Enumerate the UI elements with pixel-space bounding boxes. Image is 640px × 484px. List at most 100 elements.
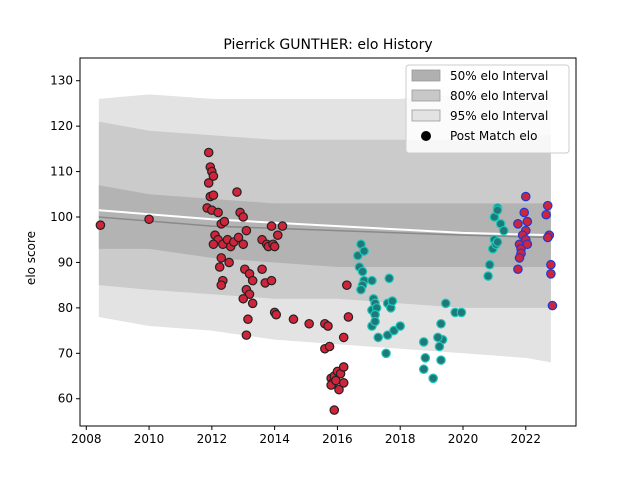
data-point: [500, 226, 508, 234]
data-point: [242, 331, 250, 339]
data-point: [305, 320, 313, 328]
data-point: [278, 222, 286, 230]
data-point: [239, 213, 247, 221]
data-point: [339, 379, 347, 387]
data-point: [205, 179, 213, 187]
legend-label: 50% elo Interval: [450, 69, 548, 83]
legend-swatch: [412, 70, 440, 81]
data-point: [244, 315, 252, 323]
data-point: [437, 356, 445, 364]
data-point: [209, 191, 217, 199]
y-tick-label: 100: [50, 210, 73, 224]
data-point: [360, 247, 368, 255]
legend: 50% elo Interval 80% elo Interval 95% elo …: [406, 65, 569, 153]
data-point: [96, 221, 104, 229]
data-point: [214, 208, 222, 216]
data-point: [344, 313, 352, 321]
y-axis-label: elo score: [24, 231, 38, 285]
y-tick-label: 60: [58, 392, 73, 406]
data-point: [289, 315, 297, 323]
x-tick-label: 2020: [448, 432, 479, 446]
data-point: [325, 342, 333, 350]
legend-label: Post Match elo: [450, 129, 537, 143]
data-point: [225, 258, 233, 266]
legend-swatch: [412, 90, 440, 101]
data-point: [544, 233, 552, 241]
data-point: [339, 363, 347, 371]
data-point: [457, 308, 465, 316]
x-tick-label: 2012: [197, 432, 228, 446]
data-point: [217, 281, 225, 289]
data-point: [248, 276, 256, 284]
data-point: [420, 365, 428, 373]
data-point: [258, 265, 266, 273]
data-point: [274, 231, 282, 239]
data-point: [343, 281, 351, 289]
data-point: [233, 188, 241, 196]
data-point: [368, 276, 376, 284]
data-point: [523, 217, 531, 225]
data-point: [239, 240, 247, 248]
data-point: [544, 201, 552, 209]
data-point: [542, 211, 550, 219]
data-point: [493, 206, 501, 214]
data-point: [239, 295, 247, 303]
data-point: [385, 274, 393, 282]
data-point: [421, 354, 429, 362]
data-point: [205, 148, 213, 156]
y-tick-label: 70: [58, 346, 73, 360]
data-point: [522, 192, 530, 200]
data-point: [485, 261, 493, 269]
data-point: [396, 322, 404, 330]
data-point: [267, 222, 275, 230]
data-point: [215, 263, 223, 271]
data-point: [437, 320, 445, 328]
x-tick-label: 2016: [322, 432, 353, 446]
data-point: [514, 220, 522, 228]
data-point: [324, 322, 332, 330]
data-point: [388, 297, 396, 305]
x-tick-label: 2014: [259, 432, 290, 446]
data-point: [374, 333, 382, 341]
data-point: [547, 270, 555, 278]
data-point: [358, 267, 366, 275]
data-point: [371, 317, 379, 325]
x-tick-label: 2022: [510, 432, 541, 446]
data-point: [267, 276, 275, 284]
y-tick-label: 120: [50, 119, 73, 133]
data-point: [382, 349, 390, 357]
data-point: [332, 376, 340, 384]
data-point: [339, 333, 347, 341]
data-point: [515, 254, 523, 262]
data-point: [514, 265, 522, 273]
legend-swatch: [412, 110, 440, 121]
data-point: [209, 240, 217, 248]
data-point: [217, 254, 225, 262]
data-point: [484, 272, 492, 280]
y-tick-label: 90: [58, 255, 73, 269]
legend-marker: [421, 131, 431, 141]
data-point: [420, 338, 428, 346]
y-tick-label: 80: [58, 301, 73, 315]
x-tick-label: 2008: [71, 432, 102, 446]
data-point: [493, 238, 501, 246]
data-point: [523, 240, 531, 248]
data-point: [248, 299, 256, 307]
data-point: [330, 406, 338, 414]
legend-label: 95% elo Interval: [450, 109, 548, 123]
data-point: [145, 215, 153, 223]
x-tick-label: 2018: [385, 432, 416, 446]
data-point: [548, 301, 556, 309]
data-point: [220, 217, 228, 225]
data-point: [429, 374, 437, 382]
data-point: [434, 333, 442, 341]
data-point: [272, 310, 280, 318]
data-point: [270, 242, 278, 250]
y-tick-label: 110: [50, 165, 73, 179]
data-point: [242, 226, 250, 234]
legend-label: 80% elo Interval: [450, 89, 548, 103]
data-point: [357, 286, 365, 294]
y-tick-label: 130: [50, 74, 73, 88]
data-point: [435, 342, 443, 350]
